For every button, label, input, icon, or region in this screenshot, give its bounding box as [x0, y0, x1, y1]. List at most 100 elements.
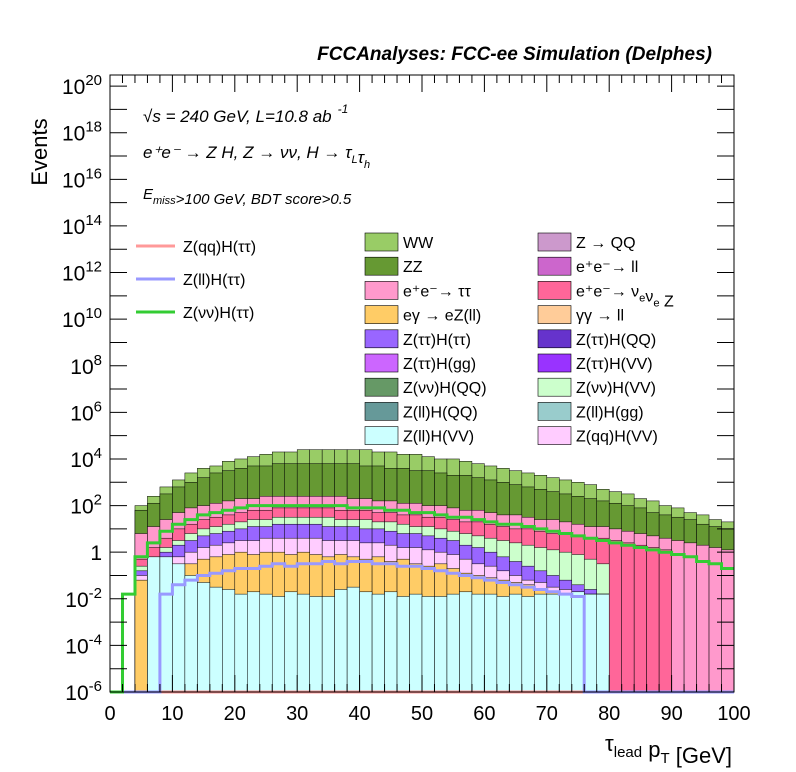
legend-swatch [364, 377, 399, 397]
legend-label: eγ → eZ(ll) [403, 308, 481, 325]
bar [296, 593, 310, 693]
bar [172, 563, 186, 693]
annotation-process: e⁺e⁻ → Z H, Z → νν, H → τLτh [143, 143, 370, 171]
bar [371, 593, 385, 693]
legend-swatch [537, 281, 572, 300]
bar [209, 586, 223, 693]
x-tick-label: 90 [660, 703, 682, 725]
legend-swatch [364, 402, 399, 421]
legend-swatch [537, 232, 572, 252]
legend-swatch [364, 329, 399, 349]
bar [471, 593, 485, 693]
bar [646, 547, 660, 693]
bar [284, 591, 298, 693]
bar [559, 593, 573, 693]
bar [509, 593, 523, 693]
bar [247, 591, 261, 693]
bar [147, 556, 161, 693]
y-tick-label: 1014 [62, 212, 102, 239]
legend-label: Z(ll)H(VV) [403, 429, 474, 446]
bar [409, 593, 423, 693]
x-tick-label: 30 [286, 703, 308, 725]
bar [546, 593, 560, 693]
bar [184, 575, 198, 693]
y-tick-label: 1012 [62, 259, 102, 286]
series-z-ll-h-vv [147, 556, 610, 693]
legend-swatch [364, 256, 399, 276]
y-tick-label: 1 [90, 542, 102, 565]
legend-swatch [364, 305, 399, 324]
legend-label: Z(νν)H(ττ) [183, 305, 254, 322]
y-tick-label: 1018 [62, 119, 102, 146]
bar [384, 591, 398, 693]
legend-label: Z(qq)H(ττ) [183, 239, 256, 256]
y-tick-label: 1010 [62, 305, 102, 332]
bar [571, 591, 585, 693]
bar [683, 542, 697, 693]
legend-label: Z(ττ)H(gg) [403, 356, 476, 373]
y-tick-label: 10-2 [65, 585, 102, 612]
legend-swatch [364, 281, 399, 300]
legend-backgrounds: WW Z → QQ ZZ e⁺e⁻→ ll e⁺e⁻→ ττ e⁺e⁻→ νeνe Z eγ… [364, 232, 674, 446]
legend-swatch [364, 353, 399, 373]
legend-label: e⁺e⁻→ ll [576, 259, 638, 276]
legend-swatch [537, 402, 572, 421]
legend-swatch [537, 256, 572, 276]
y-tick-label: 1016 [62, 165, 102, 192]
legend-label: Z(ll)H(QQ) [403, 404, 478, 421]
legend-signals: Z(qq)H(ττ) Z(ll)H(ττ) Z(νν)H(ττ) [136, 239, 256, 322]
legend-label: Z(νν)H(QQ) [403, 380, 487, 397]
stacked-histogram [134, 449, 735, 693]
bar [271, 596, 285, 693]
bar [583, 593, 597, 693]
bar [696, 544, 710, 693]
legend-swatch [537, 305, 572, 324]
bar [134, 579, 148, 693]
bar [321, 596, 335, 693]
legend-label: Z(ττ)H(QQ) [576, 332, 656, 349]
bar [446, 593, 460, 693]
legend-label: WW [403, 235, 434, 252]
bar [671, 540, 685, 693]
bar [159, 556, 173, 693]
x-tick-label: 50 [411, 703, 433, 725]
annotation-cuts: Emiss>100 GeV, BDT score>0.5 [143, 186, 352, 208]
y-tick-label: 1020 [62, 72, 102, 99]
bar [658, 549, 672, 693]
bar [484, 593, 498, 693]
bar [496, 596, 510, 693]
legend-label: Z(νν)H(VV) [576, 380, 656, 397]
signal-line-z-ll-h [110, 560, 734, 694]
bar [633, 544, 647, 693]
legend-label: Z(qq)H(VV) [576, 429, 658, 446]
legend-swatch [537, 353, 572, 373]
bar [434, 596, 448, 693]
y-tick-label: 106 [70, 398, 102, 425]
signal-line-z-h [110, 504, 734, 694]
legend-label: Z(ll)H(gg) [576, 404, 644, 421]
legend-label: Z(ll)H(ττ) [183, 272, 245, 289]
annotation-energy: √s = 240 GeV, L=10.8 ab -1 [143, 102, 348, 126]
bar [334, 589, 348, 693]
x-tick-label: 60 [473, 703, 495, 725]
bar [534, 593, 548, 693]
y-tick-label: 108 [70, 352, 102, 379]
legend-swatch [364, 232, 399, 252]
bar [309, 596, 323, 693]
y-tick-label: 102 [70, 492, 102, 519]
x-axis-label: τlead pT [GeV] [605, 731, 732, 768]
legend-swatch [537, 329, 572, 349]
bar [234, 593, 248, 693]
bar [346, 586, 360, 693]
axes: 0 10 20 30 40 50 60 70 80 90 10010-610-410-2110210… [62, 72, 751, 725]
y-axis-label: Events [27, 118, 52, 185]
y-tick-label: 10-6 [65, 678, 102, 705]
bar [359, 591, 373, 693]
bar [459, 591, 473, 693]
y-tick-label: 10-4 [65, 631, 102, 658]
legend-label: ZZ [403, 259, 423, 276]
legend-label: Z → QQ [576, 235, 636, 252]
bar [721, 549, 735, 693]
legend-swatch [537, 377, 572, 397]
